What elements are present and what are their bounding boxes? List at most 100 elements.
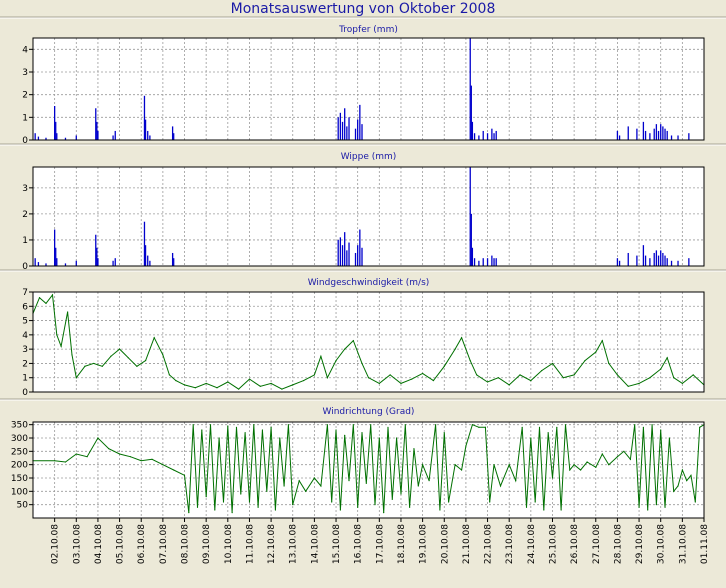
data-point	[201, 429, 203, 431]
plot-border	[32, 166, 705, 267]
data-point	[556, 426, 558, 428]
data-point	[235, 426, 238, 428]
data-point	[699, 426, 701, 428]
y-tick-label: 5	[22, 317, 28, 327]
data-point	[140, 460, 142, 462]
data-point	[391, 498, 393, 500]
data-point	[320, 355, 322, 357]
data-point	[175, 379, 177, 382]
y-tick-label: 150	[11, 474, 28, 484]
data-point	[313, 477, 315, 479]
data-point	[551, 477, 554, 479]
data-point	[248, 378, 251, 380]
data-point	[655, 504, 657, 506]
y-tick-label: 1	[22, 236, 28, 246]
x-tick-label: 14.10.08	[310, 524, 320, 564]
data-point	[75, 377, 77, 379]
data-point	[677, 485, 679, 487]
data-point	[515, 480, 517, 482]
data-point	[227, 425, 229, 427]
data-point	[313, 374, 315, 376]
data-point	[344, 434, 346, 436]
y-tick-label: 0	[22, 388, 28, 398]
data-point	[279, 437, 281, 439]
data-point	[530, 437, 532, 439]
y-tick-label: 0	[22, 136, 28, 146]
data-point	[222, 501, 225, 503]
data-point	[435, 424, 437, 426]
series-line	[33, 424, 705, 513]
chart-panel-3: Windgeschwindigkeit (m/s) 0 1 2 3 4 5 6 7	[0, 269, 726, 398]
y-tick-label: 250	[11, 447, 28, 457]
chart-title: Windrichtung (Grad)	[323, 407, 415, 417]
x-tick-label: 13.10.08	[289, 524, 299, 564]
x-tick-label: 09.10.08	[202, 524, 212, 564]
data-point	[129, 456, 132, 458]
x-tick-label: 01.11.08	[700, 524, 710, 564]
x-tick-label: 26.10.08	[570, 524, 580, 564]
data-point	[627, 385, 629, 387]
data-point	[194, 387, 196, 389]
data-point	[664, 506, 666, 508]
data-point	[326, 424, 328, 426]
x-tick-label: 27.10.08	[592, 524, 602, 564]
data-point	[56, 334, 58, 336]
data-point	[270, 426, 272, 428]
data-point	[486, 381, 489, 383]
data-point	[183, 474, 186, 476]
data-point	[478, 426, 480, 428]
data-point	[660, 429, 662, 431]
data-point	[162, 354, 164, 356]
data-point	[205, 496, 207, 498]
data-point	[469, 359, 471, 362]
data-point	[218, 437, 220, 439]
data-point	[192, 424, 194, 426]
y-tick-label: 1	[22, 113, 28, 123]
data-point	[493, 464, 495, 466]
data-point	[521, 426, 523, 428]
data-point	[298, 480, 300, 482]
x-tick-label: 03.10.08	[72, 524, 82, 564]
chart-panel-4: Windrichtung (Grad) 50 100 150 200 250 300 350	[0, 398, 726, 519]
data-point	[508, 464, 510, 466]
data-point	[647, 509, 649, 511]
data-point	[443, 432, 445, 434]
data-point	[692, 374, 694, 376]
data-point	[616, 456, 619, 458]
data-point	[302, 379, 305, 382]
data-point	[348, 480, 350, 482]
data-point	[634, 424, 636, 426]
data-point	[666, 357, 668, 359]
data-point	[292, 384, 294, 386]
y-tick-label: 350	[11, 421, 28, 431]
data-point	[118, 348, 121, 350]
x-tick-label: 24.10.08	[527, 524, 537, 564]
x-tick-label: 25.10.08	[548, 524, 558, 564]
data-point	[638, 382, 640, 385]
data-point	[400, 382, 402, 385]
y-tick-label: 3	[22, 68, 28, 78]
data-point	[173, 469, 175, 471]
data-point	[244, 432, 246, 434]
data-point	[75, 453, 77, 455]
data-point	[54, 460, 56, 462]
plot-border	[32, 291, 705, 393]
data-point	[534, 501, 536, 503]
data-point	[519, 374, 521, 376]
data-point	[188, 512, 190, 514]
y-tick-label: 3	[22, 345, 28, 355]
data-point	[673, 377, 675, 379]
data-point	[623, 450, 625, 452]
y-tick-label: 300	[11, 434, 28, 444]
data-point	[64, 461, 67, 463]
data-point	[638, 506, 640, 508]
data-point	[387, 426, 389, 428]
data-point	[460, 469, 463, 471]
data-point	[344, 348, 346, 350]
chart-panel-2: Wippe (mm) 0 1 2 3	[0, 143, 726, 272]
data-point	[378, 437, 380, 439]
chart-panel-1: Tropfer (mm) 0 1 2 3 4	[0, 16, 726, 146]
data-point	[357, 506, 359, 508]
